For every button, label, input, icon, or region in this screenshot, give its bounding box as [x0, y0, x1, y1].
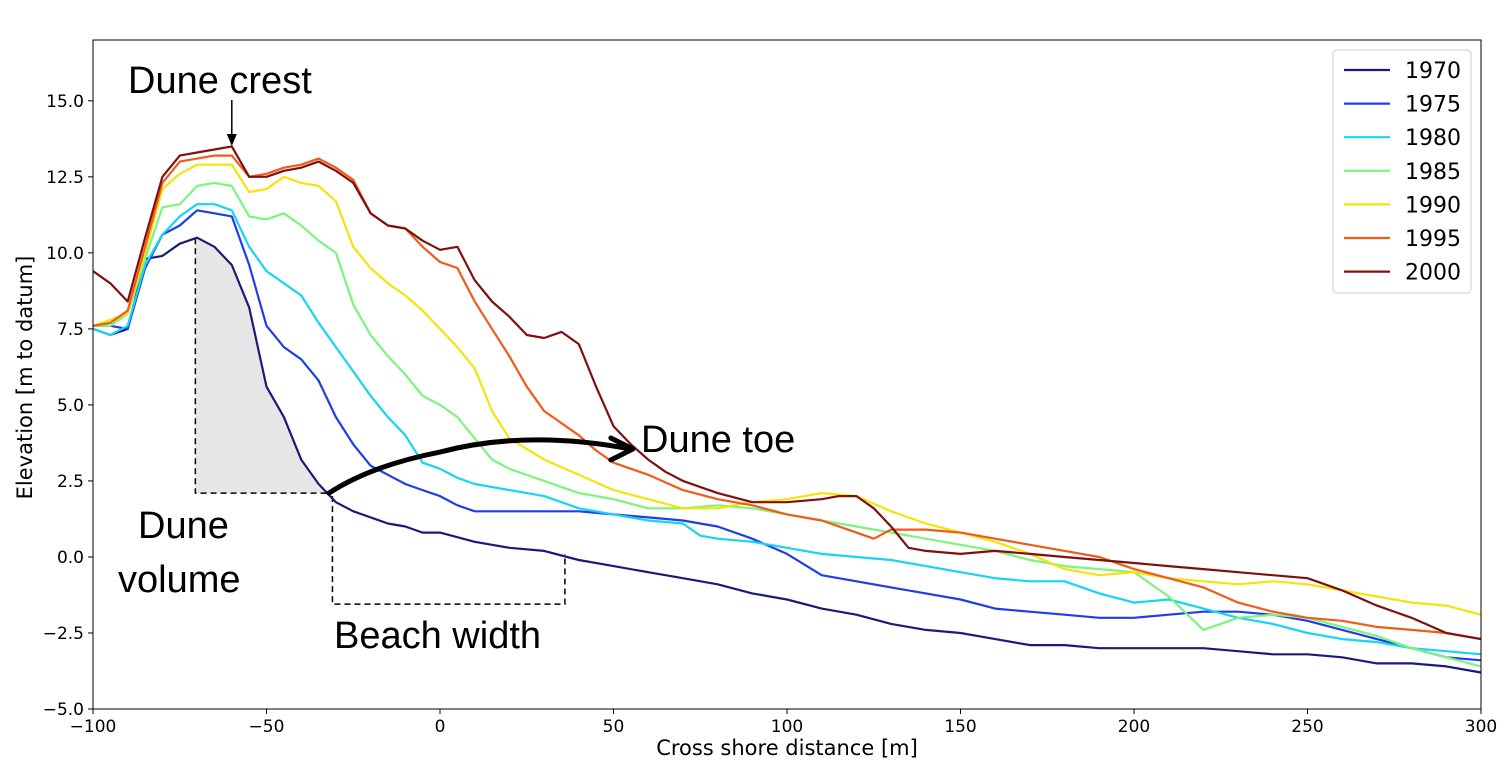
series-line-1970 [92, 236, 1482, 674]
x-tick-label: 300 [1465, 717, 1497, 737]
y-tick-label: 0.0 [57, 548, 84, 568]
x-tick-label: 100 [771, 717, 803, 737]
x-tick-label: 0 [435, 717, 446, 737]
legend-label-1970: 1970 [1405, 59, 1461, 84]
series-line-1985 [93, 181, 1482, 668]
x-tick-label: 200 [1118, 717, 1150, 737]
series-line-2000 [92, 145, 1482, 641]
x-tick-label: 50 [603, 717, 625, 737]
dune-volume-label-line1: Dune [138, 505, 229, 547]
dune-volume-outline [194, 238, 329, 494]
dune-crest-arrowhead [226, 134, 237, 146]
legend-label-2000: 2000 [1405, 261, 1461, 286]
legend-label-1990: 1990 [1405, 193, 1461, 218]
legend: 1970 1975 1980 1985 1990 1995 2000 [1332, 49, 1472, 294]
legend-label-1995: 1995 [1405, 227, 1461, 252]
y-tick-label: −5.0 [43, 700, 84, 720]
legend-box [1332, 49, 1472, 294]
y-tick-label: 10.0 [46, 244, 84, 264]
legend-items: 1970 1975 1980 1985 1990 1995 2000 [1344, 59, 1461, 286]
dune-volume-label-line2: volume [118, 559, 241, 601]
y-tick-label: 12.5 [46, 168, 84, 188]
plot-frame [92, 39, 1482, 710]
y-tick-label: 2.5 [57, 472, 84, 492]
dune-toe-arrowhead [608, 435, 636, 463]
series-line-1980 [92, 203, 1482, 656]
x-tick-label: −100 [70, 717, 117, 737]
dune-volume-area [195, 237, 329, 495]
beach-width-bracket [331, 496, 566, 605]
beach-width-label: Beach width [334, 615, 541, 657]
legend-label-1975: 1975 [1405, 93, 1461, 118]
x-tick-label: 150 [944, 717, 976, 737]
y-tick-label: 7.5 [57, 320, 84, 340]
dune-toe-arrow [326, 437, 634, 496]
y-tick-label: 5.0 [57, 396, 84, 416]
x-axis-label: Cross shore distance [m] [656, 736, 918, 760]
x-tick-label: 250 [1291, 717, 1323, 737]
dune-toe-label: Dune toe [641, 419, 795, 461]
axis-ticks: −100 −50 0 50 100 150 200 250 300 −5.0 −2.5 0.0 2.5 5… [43, 92, 1498, 737]
y-axis-label: Elevation [m to datum] [13, 256, 37, 500]
y-tick-label: 15.0 [46, 92, 84, 112]
y-tick-label: −2.5 [43, 624, 84, 644]
series-line-1995 [92, 154, 1482, 641]
dune-crest-label: Dune crest [128, 60, 312, 102]
legend-label-1985: 1985 [1405, 160, 1461, 185]
legend-label-1980: 1980 [1405, 126, 1461, 151]
x-tick-label: −50 [249, 717, 285, 737]
series-line-1990 [92, 163, 1482, 616]
series-layer [92, 145, 1482, 674]
